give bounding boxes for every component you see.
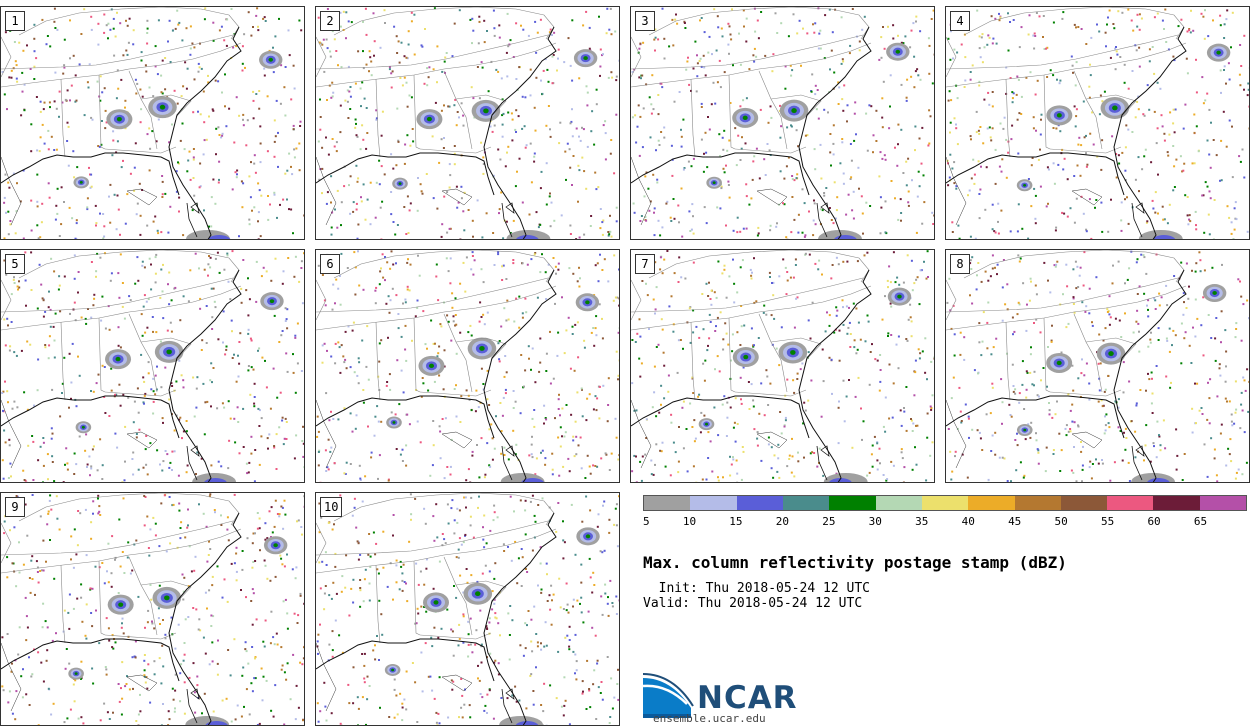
colorbar-tick-label: 10 bbox=[682, 515, 697, 528]
map-canvas bbox=[946, 250, 1249, 482]
colorbar-tick-label: 65 bbox=[1193, 515, 1208, 528]
postage-stamp-panel: 1 bbox=[0, 6, 305, 240]
valid-time: Valid: Thu 2018-05-24 12 UTC bbox=[643, 596, 863, 611]
postage-stamp-panel: 10 bbox=[315, 492, 620, 726]
member-number: 3 bbox=[635, 11, 655, 31]
colorbar-tick-label: 40 bbox=[961, 515, 975, 528]
colorbar-swatch bbox=[1014, 496, 1061, 510]
ncar-logo-icon bbox=[643, 673, 694, 718]
colorbar-tick-label: 55 bbox=[1100, 515, 1115, 528]
colorbar bbox=[643, 495, 1247, 511]
map-canvas bbox=[1, 7, 304, 239]
postage-stamp-panel: 3 bbox=[630, 6, 935, 240]
colorbar-swatch bbox=[829, 496, 876, 510]
map-canvas bbox=[316, 493, 619, 725]
colorbar-swatch bbox=[921, 496, 969, 510]
postage-stamp-panel: 4 bbox=[945, 6, 1250, 240]
colorbar-swatch bbox=[968, 496, 1015, 510]
colorbar-swatch bbox=[1107, 496, 1154, 510]
init-time: Init: Thu 2018-05-24 12 UTC bbox=[643, 581, 870, 596]
colorbar-swatch bbox=[644, 496, 691, 510]
colorbar-swatch bbox=[736, 496, 783, 510]
colorbar-swatch bbox=[690, 496, 737, 510]
colorbar-tick-label: 30 bbox=[868, 515, 882, 528]
colorbar-swatch bbox=[782, 496, 830, 510]
colorbar-swatch bbox=[1199, 496, 1247, 510]
member-number: 2 bbox=[320, 11, 340, 31]
member-number: 4 bbox=[950, 11, 970, 31]
member-number: 10 bbox=[320, 497, 343, 517]
member-number: 8 bbox=[950, 254, 970, 274]
colorbar-swatch bbox=[875, 496, 922, 510]
colorbar-tick-label: 20 bbox=[775, 515, 789, 528]
postage-stamp-panel: 7 bbox=[630, 249, 935, 483]
map-canvas bbox=[316, 250, 619, 482]
member-number: 1 bbox=[5, 11, 25, 31]
colorbar-tick-label: 50 bbox=[1054, 515, 1068, 528]
map-canvas bbox=[1, 493, 304, 725]
member-number: 9 bbox=[5, 497, 25, 517]
colorbar-tick-label: 25 bbox=[822, 515, 836, 528]
member-number: 5 bbox=[5, 254, 25, 274]
ncar-logo-text: NCAR bbox=[697, 680, 798, 716]
website-url[interactable]: ensemble.ucar.edu bbox=[653, 712, 766, 725]
colorbar-tick-label: 15 bbox=[729, 515, 743, 528]
colorbar-ticks: 5 10 15 20 25 30 35 40 45 50 55 60 65 bbox=[643, 515, 1247, 529]
colorbar-swatch bbox=[1153, 496, 1200, 510]
member-number: 7 bbox=[635, 254, 655, 274]
map-canvas bbox=[316, 7, 619, 239]
postage-stamp-panel: 2 bbox=[315, 6, 620, 240]
postage-stamp-panel: 9 bbox=[0, 492, 305, 726]
member-number: 6 bbox=[320, 254, 340, 274]
postage-stamp-panel: 8 bbox=[945, 249, 1250, 483]
map-canvas bbox=[631, 250, 934, 482]
colorbar-swatch bbox=[1060, 496, 1108, 510]
colorbar-tick-label: 5 bbox=[643, 515, 650, 528]
map-canvas bbox=[946, 7, 1249, 239]
colorbar-tick-label: 45 bbox=[1008, 515, 1022, 528]
postage-stamp-panel: 6 bbox=[315, 249, 620, 483]
map-canvas bbox=[1, 250, 304, 482]
postage-stamp-panel: 5 bbox=[0, 249, 305, 483]
colorbar-tick-label: 60 bbox=[1147, 515, 1161, 528]
map-canvas bbox=[631, 7, 934, 239]
figure-title: Max. column reflectivity postage stamp (… bbox=[643, 553, 1067, 572]
colorbar-tick-label: 35 bbox=[915, 515, 929, 528]
